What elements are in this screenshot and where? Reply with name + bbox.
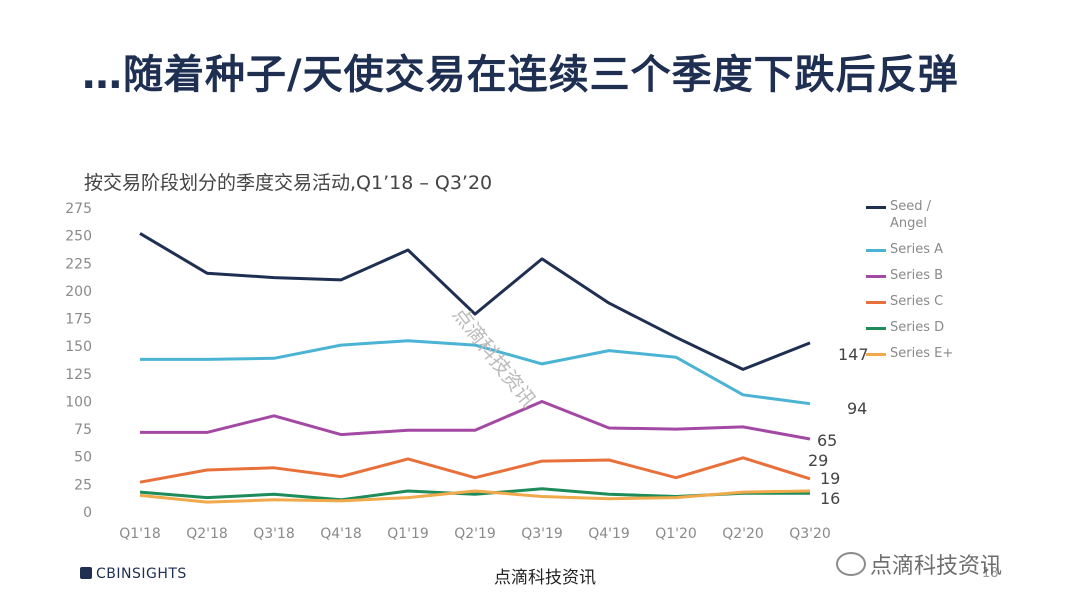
series-line (140, 339, 811, 406)
end-value-label: 29 (808, 451, 828, 470)
footer-text: 点滴科技资讯 (494, 568, 596, 588)
legend-label: Series E+ (890, 346, 954, 361)
wechat-watermark: 点滴科技资讯 (836, 548, 1002, 580)
y-axis: 0 25 50 75 100 125 150 175 200 225 250 275 (65, 201, 92, 521)
legend-swatch (866, 249, 886, 252)
legend-label: Seed / Angel (890, 199, 932, 231)
y-tick-label: 25 (74, 477, 92, 493)
x-tick-label: Q3'19 (521, 526, 563, 542)
legend-label: Series D (890, 320, 945, 335)
y-tick-label: 250 (65, 229, 92, 245)
x-tick-label: Q1'19 (387, 526, 429, 542)
x-tick-label: Q4'18 (320, 526, 362, 542)
x-tick-label: Q4'19 (588, 526, 630, 542)
page-title: …随着种子/天使交易在连续三个季度下跌后反弹 (82, 52, 959, 98)
y-tick-label: 100 (65, 394, 92, 410)
x-tick-label: Q3'20 (789, 526, 831, 542)
legend-swatch (866, 353, 886, 356)
legend-item: Seed / Angel (866, 198, 960, 232)
end-value-label: 16 (820, 489, 840, 508)
legend-label: Series A (890, 242, 944, 257)
legend-item: Series A (866, 241, 960, 258)
cbinsights-logo: CBINSIGHTS (80, 566, 187, 582)
x-tick-label: Q3'18 (253, 526, 295, 542)
legend-item: Series E+ (866, 345, 960, 362)
x-tick-label: Q2'19 (454, 526, 496, 542)
cbinsights-mark-icon (80, 567, 92, 579)
y-tick-label: 225 (65, 256, 92, 272)
page-number: 18 (982, 566, 999, 581)
end-value-label: 147 (838, 345, 869, 364)
wechat-icon (836, 552, 866, 576)
x-tick-label: Q1'20 (655, 526, 697, 542)
logo-text: CBINSIGHTS (96, 566, 187, 582)
chart-legend: Seed / Angel Series A Series B Series C Seri… (866, 198, 960, 371)
legend-swatch (866, 206, 886, 209)
watermark-text: 点滴科技资讯 (870, 554, 1003, 579)
legend-item: Series B (866, 267, 960, 284)
series-line (140, 400, 811, 441)
end-value-label: 65 (817, 431, 837, 450)
x-axis: Q1'18 Q2'18 Q3'18 Q4'18 Q1'19 Q2'19 Q3'19 Q4'19… (119, 526, 831, 542)
legend-swatch (866, 301, 886, 304)
series-line (139, 232, 811, 371)
legend-item: Series D (866, 319, 960, 336)
legend-item: Series C (866, 293, 960, 310)
y-tick-label: 75 (74, 422, 92, 438)
y-tick-label: 275 (65, 201, 92, 217)
series-line (139, 489, 811, 504)
end-value-label: 94 (847, 399, 867, 418)
x-tick-label: Q2'20 (722, 526, 764, 542)
y-tick-label: 175 (65, 312, 92, 328)
x-tick-label: Q2'18 (186, 526, 228, 542)
y-tick-label: 50 (74, 450, 92, 466)
chart-subtitle: 按交易阶段划分的季度交易活动,Q1’18 – Q3’20 (84, 172, 493, 194)
end-value-label: 19 (820, 469, 840, 488)
x-tick-label: Q1'18 (119, 526, 161, 542)
y-tick-label: 200 (65, 284, 92, 300)
legend-swatch (866, 327, 886, 330)
legend-label: Series C (890, 294, 944, 309)
legend-swatch (866, 275, 886, 278)
y-tick-label: 150 (65, 339, 92, 355)
y-tick-label: 125 (65, 367, 92, 383)
series-lines (139, 232, 811, 504)
y-tick-label: 0 (83, 505, 92, 521)
series-line (139, 456, 811, 484)
legend-label: Series B (890, 268, 944, 283)
